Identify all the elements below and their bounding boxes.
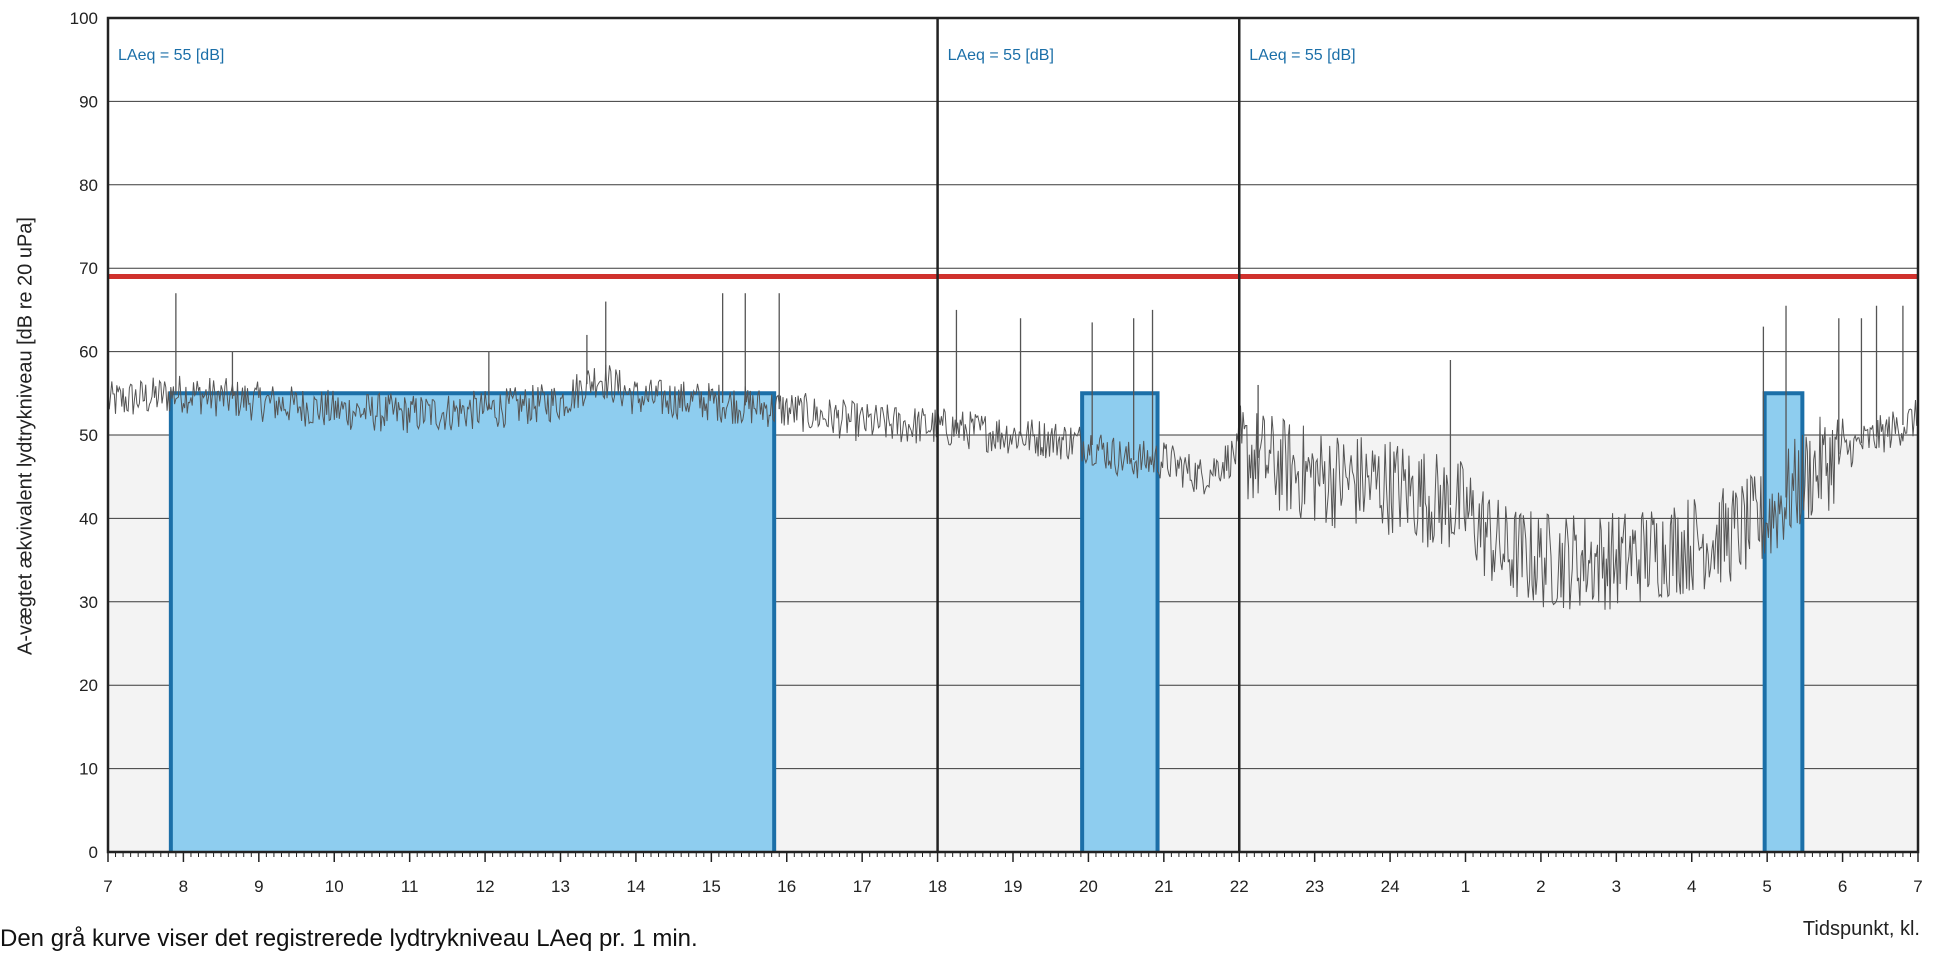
laeq-block-fill <box>1082 393 1158 852</box>
x-tick-label: 9 <box>254 877 263 896</box>
x-tick-label: 12 <box>476 877 495 896</box>
noise-trace <box>107 293 1919 610</box>
x-tick-label: 5 <box>1762 877 1771 896</box>
laeq-block-fill <box>1764 393 1803 852</box>
y-tick-label: 40 <box>79 509 98 528</box>
x-tick-label: 21 <box>1154 877 1173 896</box>
period-dividers <box>936 18 1241 852</box>
chart-caption: Den grå kurve viser det registrerede lyd… <box>0 925 698 952</box>
x-tick-label: 16 <box>777 877 796 896</box>
period-annotations: LAeq = 55 [dB] LAeq = 55 [dB] LAeq = 55 [d… <box>118 47 1356 64</box>
x-tick-label: 18 <box>928 877 947 896</box>
laeq-block-outline <box>168 391 777 852</box>
y-tick-label: 70 <box>79 259 98 278</box>
x-tick-label: 14 <box>626 877 645 896</box>
x-tick-label: 13 <box>551 877 570 896</box>
period-laeq-annotation: LAeq = 55 [dB] <box>1249 47 1355 64</box>
y-axis-label: A-vægtet ækvivalent lydtrykniveau [dB re… <box>14 217 37 655</box>
x-tick-label: 20 <box>1079 877 1098 896</box>
y-tick-label: 30 <box>79 593 98 612</box>
x-tick-label: 7 <box>103 877 112 896</box>
x-tick-label: 24 <box>1381 877 1400 896</box>
x-tick-label: 19 <box>1004 877 1023 896</box>
noise-trace-line <box>107 364 1919 610</box>
x-tick-label: 22 <box>1230 877 1249 896</box>
period-laeq-annotation: LAeq = 55 [dB] <box>948 47 1054 64</box>
y-tick-label: 20 <box>79 676 98 695</box>
y-tick-label: 80 <box>79 176 98 195</box>
x-tick-label: 11 <box>401 877 419 896</box>
plot-frame <box>106 16 1920 854</box>
y-tick-label: 60 <box>79 343 98 362</box>
x-tick-label: 15 <box>702 877 721 896</box>
laeq-blocks <box>168 391 1805 852</box>
laeq-block-fill <box>170 393 775 852</box>
x-tick-label: 2 <box>1536 877 1545 896</box>
y-axis-ticks: 0 10 20 30 40 50 60 70 80 90 100 <box>70 9 98 862</box>
x-tick-label: 7 <box>1913 877 1922 896</box>
x-axis-label: Tidspunkt, kl. <box>1802 918 1920 940</box>
y-tick-label: 0 <box>89 843 98 862</box>
x-tick-label: 10 <box>325 877 344 896</box>
x-tick-label: 6 <box>1838 877 1847 896</box>
laeq-block-outline <box>1080 391 1160 852</box>
x-tick-label: 1 <box>1461 877 1470 896</box>
y-tick-label: 10 <box>79 760 98 779</box>
y-tick-label: 100 <box>70 9 98 28</box>
x-tick-label: 23 <box>1305 877 1324 896</box>
x-tick-label: 3 <box>1612 877 1621 896</box>
period-laeq-annotation: LAeq = 55 [dB] <box>118 47 224 64</box>
y-tick-label: 90 <box>79 92 98 111</box>
y-tick-label: 50 <box>79 426 98 445</box>
x-tick-label: 4 <box>1687 877 1696 896</box>
laeq-block-outline <box>1762 391 1805 852</box>
x-tick-label: 17 <box>853 877 872 896</box>
x-axis-ticks: 7 8 9 10 11 12 13 14 15 16 17 18 19 20 21 22 23 24 1 2 3 4 5 6 7 <box>103 852 1923 896</box>
x-tick-label: 8 <box>179 877 188 896</box>
